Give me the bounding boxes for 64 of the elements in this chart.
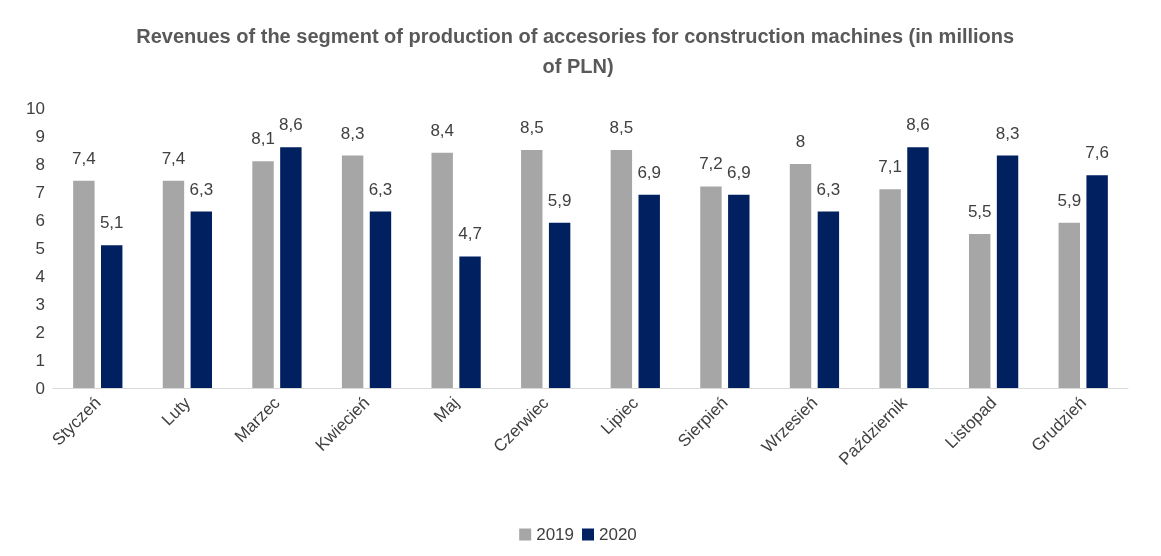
bar (459, 256, 481, 388)
x-tick-label: Maj (430, 393, 463, 427)
y-tick-label: 4 (35, 266, 45, 286)
bar (1058, 222, 1080, 388)
legend-label: 2020 (599, 525, 637, 544)
y-tick-label: 2 (35, 322, 45, 342)
bar (907, 147, 929, 388)
bar (700, 186, 722, 388)
y-tick-label: 10 (26, 98, 45, 118)
chart-title: Revenues of the segment of production of accesories for construction machines (in millions of PLN) (136, 25, 1020, 77)
legend-label: 2019 (536, 525, 575, 544)
y-tick-label: 5 (35, 238, 45, 258)
data-label: 7,1 (878, 157, 902, 177)
data-label: 8 (795, 132, 806, 151)
data-label: 6,9 (726, 162, 751, 182)
data-label: 8,5 (609, 118, 634, 137)
bar (789, 164, 812, 388)
data-label: 8,5 (519, 118, 544, 137)
y-tick-label: 3 (35, 294, 45, 314)
bar (817, 211, 840, 388)
data-label: 7,4 (72, 148, 96, 168)
y-tick-label: 1 (35, 350, 45, 370)
data-label: 4,7 (458, 224, 482, 244)
y-tick-label: 7 (35, 182, 45, 202)
data-label: 8,6 (906, 115, 930, 135)
bar (879, 189, 901, 388)
data-label: 7,6 (1085, 143, 1109, 163)
data-label: 5,9 (1057, 190, 1082, 210)
data-label: 5,1 (99, 213, 124, 233)
bar (431, 152, 453, 388)
bar (101, 245, 123, 388)
data-label: 7,2 (699, 154, 723, 174)
data-label: 7,4 (161, 148, 186, 168)
bar (996, 155, 1019, 388)
data-label: 6,3 (368, 179, 393, 199)
data-label: 8,3 (340, 123, 365, 143)
bar (280, 147, 302, 388)
bar (1086, 175, 1108, 388)
data-label: 5,9 (547, 190, 572, 210)
bar (252, 161, 274, 388)
bar (73, 180, 95, 388)
y-tick-label: 0 (35, 378, 45, 398)
bar (369, 211, 392, 388)
data-label: 8,1 (251, 129, 275, 149)
bar (728, 194, 750, 388)
x-tick-label: Luty (157, 392, 195, 430)
data-label: 8,4 (430, 120, 455, 140)
data-label: 6,3 (816, 179, 841, 199)
bar (548, 222, 571, 388)
data-label: 6,9 (637, 162, 662, 182)
y-tick-label: 9 (35, 126, 45, 146)
bar (190, 211, 213, 388)
bar (638, 194, 660, 388)
data-label: 5,5 (967, 202, 992, 221)
data-label: 8,3 (995, 123, 1020, 143)
bar (610, 150, 633, 388)
bar (162, 180, 185, 388)
bar (521, 150, 543, 388)
y-tick-label: 6 (35, 210, 45, 230)
y-tick-label: 8 (35, 154, 45, 174)
bar (341, 155, 364, 388)
data-label: 8,6 (279, 115, 303, 135)
bar (968, 234, 991, 388)
data-label: 6,3 (189, 179, 214, 199)
